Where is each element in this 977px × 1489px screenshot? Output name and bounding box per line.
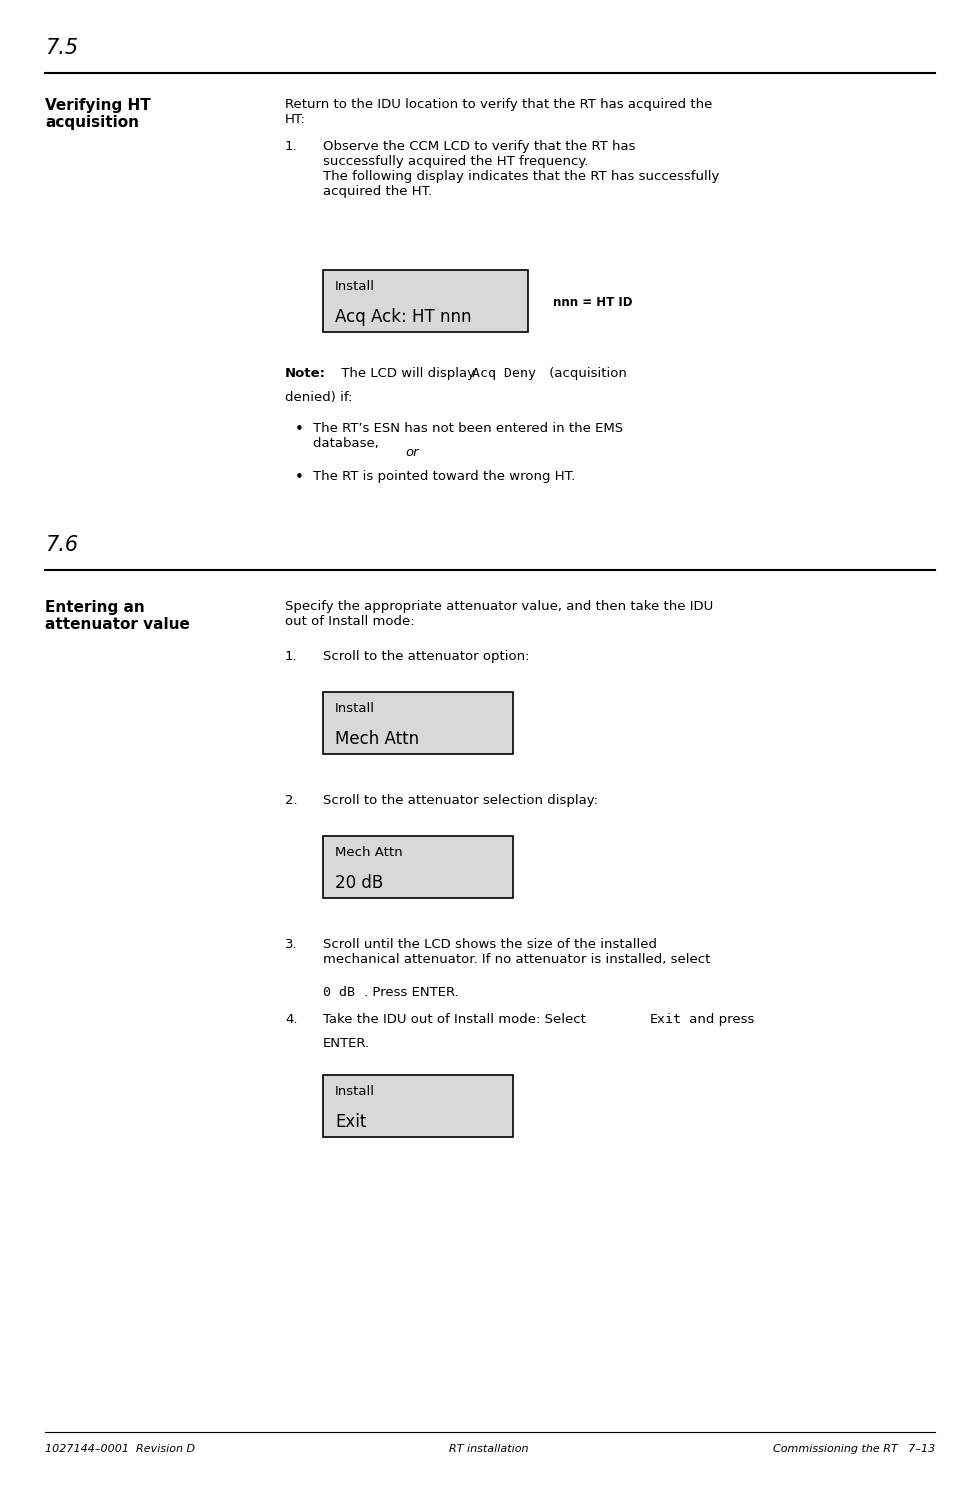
FancyBboxPatch shape <box>322 1075 513 1138</box>
Text: nnn = HT ID: nnn = HT ID <box>552 296 632 310</box>
Text: Scroll to the attenuator selection display:: Scroll to the attenuator selection displ… <box>322 794 597 807</box>
Text: The RT’s ESN has not been entered in the EMS
database,: The RT’s ESN has not been entered in the… <box>313 421 622 450</box>
Text: Specify the appropriate attenuator value, and then take the IDU
out of Install m: Specify the appropriate attenuator value… <box>284 600 712 628</box>
Text: 1027144–0001  Revision D: 1027144–0001 Revision D <box>45 1444 195 1453</box>
Text: Mech Attn: Mech Attn <box>335 846 403 859</box>
FancyBboxPatch shape <box>322 270 528 332</box>
Text: Commissioning the RT   7–13: Commissioning the RT 7–13 <box>772 1444 934 1453</box>
Text: ENTER.: ENTER. <box>322 1036 369 1050</box>
Text: Install: Install <box>335 1085 374 1097</box>
Text: 3.: 3. <box>284 938 297 951</box>
Text: 7.5: 7.5 <box>45 39 78 58</box>
FancyBboxPatch shape <box>322 835 513 898</box>
Text: Return to the IDU location to verify that the RT has acquired the
HT:: Return to the IDU location to verify tha… <box>284 98 711 127</box>
Text: 7.6: 7.6 <box>45 535 78 555</box>
Text: Note:: Note: <box>284 366 325 380</box>
Text: Take the IDU out of Install mode: Select: Take the IDU out of Install mode: Select <box>322 1013 589 1026</box>
Text: The RT is pointed toward the wrong HT.: The RT is pointed toward the wrong HT. <box>313 471 574 482</box>
Text: Mech Attn: Mech Attn <box>335 730 419 747</box>
Text: Acq Deny: Acq Deny <box>472 366 535 380</box>
Text: Install: Install <box>335 701 374 715</box>
Text: The LCD will display: The LCD will display <box>337 366 479 380</box>
Text: 4.: 4. <box>284 1013 297 1026</box>
Text: Observe the CCM LCD to verify that the RT has
successfully acquired the HT frequ: Observe the CCM LCD to verify that the R… <box>322 140 719 198</box>
Text: Exit: Exit <box>335 1112 366 1132</box>
Text: . Press ENTER.: . Press ENTER. <box>363 986 458 999</box>
Text: Install: Install <box>335 280 374 293</box>
Text: 2.: 2. <box>284 794 297 807</box>
Text: 20 dB: 20 dB <box>335 874 383 892</box>
Text: 0 dB: 0 dB <box>322 986 355 999</box>
Text: 1.: 1. <box>284 651 297 663</box>
Text: Scroll to the attenuator option:: Scroll to the attenuator option: <box>322 651 529 663</box>
Text: RT installation: RT installation <box>448 1444 529 1453</box>
Text: or: or <box>404 447 418 459</box>
Text: 1.: 1. <box>284 140 297 153</box>
Text: Acq Ack: HT nnn: Acq Ack: HT nnn <box>335 308 471 326</box>
Text: •: • <box>295 471 304 485</box>
Text: Scroll until the LCD shows the size of the installed
mechanical attenuator. If n: Scroll until the LCD shows the size of t… <box>322 938 709 981</box>
Text: (acquisition: (acquisition <box>544 366 626 380</box>
Text: Entering an
attenuator value: Entering an attenuator value <box>45 600 190 633</box>
FancyBboxPatch shape <box>322 692 513 753</box>
Text: Verifying HT
acquisition: Verifying HT acquisition <box>45 98 150 131</box>
Text: and press: and press <box>684 1013 753 1026</box>
Text: denied) if:: denied) if: <box>284 392 352 404</box>
Text: •: • <box>295 421 304 436</box>
Text: Exit: Exit <box>650 1013 681 1026</box>
